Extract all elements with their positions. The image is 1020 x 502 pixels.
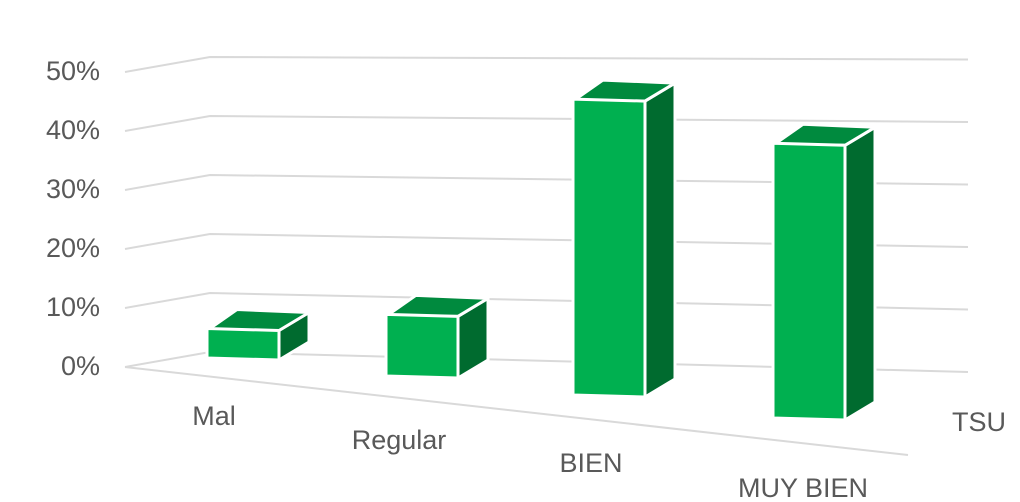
floor-edge: [124, 366, 909, 456]
bar-muy-bien: [771, 122, 877, 422]
x-category-label: BIEN: [559, 448, 622, 478]
x-axis-categories: Mal Regular BIEN MUY BIEN: [192, 401, 868, 502]
y-tick-label: 0%: [61, 351, 100, 381]
y-tick-label: 50%: [46, 56, 100, 86]
bar-front: [384, 312, 460, 380]
y-tick-label: 30%: [46, 174, 100, 204]
bar-bien: [571, 78, 677, 399]
gridline: [124, 173, 969, 191]
bar-front: [571, 97, 647, 399]
gridlines: [124, 55, 969, 456]
bar-front: [771, 141, 847, 422]
x-category-label: MUY BIEN: [738, 473, 868, 502]
bar-side: [643, 81, 677, 399]
gridline: [124, 291, 969, 311]
bar-front: [205, 327, 281, 362]
y-axis-ticks: 0% 10% 20% 30% 40% 50%: [46, 56, 100, 381]
bar-regular: [384, 293, 490, 380]
x-category-label: Regular: [352, 425, 447, 455]
y-tick-label: 10%: [46, 292, 100, 322]
x-category-label: Mal: [192, 401, 236, 431]
series-label-tsu: TSU: [952, 407, 1006, 437]
bar-side: [843, 125, 877, 422]
bar-mal: [205, 308, 311, 362]
y-tick-label: 20%: [46, 233, 100, 263]
gridline: [124, 232, 969, 250]
y-tick-label: 40%: [46, 115, 100, 145]
bars: [205, 78, 877, 422]
gridline: [124, 55, 969, 73]
gridline: [124, 114, 969, 132]
